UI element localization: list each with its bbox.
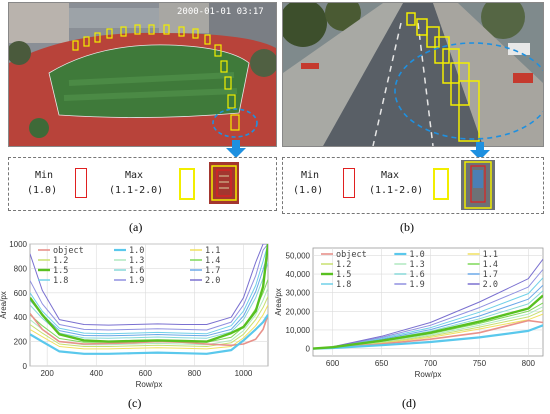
series-line-1.9	[30, 244, 268, 331]
series-line-1.8	[30, 244, 268, 335]
y-tick-label: 400	[14, 313, 28, 322]
arrow-down-icon-b	[470, 142, 490, 160]
y-tick-label: 0	[306, 345, 311, 354]
photo-a-stadium: 2000-01-01 03:17	[8, 2, 277, 147]
series-line-1.7	[30, 252, 268, 337]
y-tick-label: 10,000	[286, 326, 311, 335]
legend-label: 1.2	[336, 260, 351, 270]
max-label: Max	[381, 170, 400, 181]
x-tick-label: 800	[188, 369, 202, 378]
y-axis-label: Area/px	[0, 291, 8, 319]
x-tick-label: 200	[40, 369, 54, 378]
y-tick-label: 50,000	[286, 251, 311, 260]
legend-label: 1.9	[129, 276, 144, 286]
x-tick-label: 1000	[235, 369, 253, 378]
max-value: (1.1-2.0)	[109, 185, 164, 196]
legend-label: 1.8	[336, 280, 351, 290]
legend-label: 1.1	[205, 246, 220, 256]
legend-label: 1.0	[129, 246, 144, 256]
y-tick-label: 40,000	[286, 270, 311, 279]
y-tick-label: 0	[23, 362, 28, 371]
y-tick-label: 800	[14, 264, 28, 273]
legend-label: 1.3	[129, 256, 144, 266]
legend-label: 2.0	[483, 280, 498, 290]
caption-a: (a)	[129, 220, 143, 234]
legend-label: 2.0	[205, 276, 220, 286]
arrow-down-icon-a	[226, 140, 246, 158]
photo-b-street	[282, 2, 544, 147]
legend-label: object	[53, 246, 84, 256]
timestamp-overlay: 2000-01-01 03:17	[177, 7, 264, 17]
series-line-1.1	[30, 304, 268, 350]
legend-box-a: Min (1.0) Max (1.1-2.0)	[8, 157, 277, 211]
legend-label: 1.3	[409, 260, 424, 270]
legend-label: 1.4	[205, 256, 220, 266]
max-box-swatch	[433, 168, 449, 200]
series-line-1.5	[30, 244, 268, 343]
series-line-1.5	[313, 294, 543, 350]
min-value: (1.0)	[293, 185, 324, 196]
legend-label: 1.9	[409, 280, 424, 290]
x-tick-label: 700	[424, 359, 438, 368]
chart-d: 0 10,000 20,000 30,000 40,000 50,000 600 650 700…	[274, 236, 550, 386]
legend-box-b: Min (1.0) Max (1.1-2.0)	[282, 157, 544, 214]
min-box-swatch	[75, 168, 87, 198]
legend-label: 1.8	[53, 276, 68, 286]
legend-label: 1.5	[336, 270, 351, 280]
x-tick-label: 650	[375, 359, 389, 368]
legend-label: 1.1	[483, 250, 498, 260]
legend-label: 1.0	[409, 250, 424, 260]
y-tick-label: 200	[14, 338, 28, 347]
min-box-swatch	[343, 168, 355, 198]
y-tick-label: 20,000	[286, 307, 311, 316]
series-line-1.6	[30, 262, 268, 339]
legend-label: 1.7	[483, 270, 498, 280]
zoom-crop-a	[209, 162, 239, 204]
max-label: Max	[125, 170, 144, 181]
x-tick-label: 400	[90, 369, 104, 378]
legend-label: 1.7	[205, 266, 220, 276]
x-axis-label: Row/px	[136, 380, 163, 389]
min-label: Min	[35, 170, 54, 181]
legend-label: 1.4	[483, 260, 498, 270]
chart-c: 0 200 400 600 800 1000 200 400 600 800 1000 Row/px A…	[0, 236, 275, 389]
y-tick-label: 1000	[9, 240, 27, 249]
zoom-crop-b	[461, 160, 495, 210]
y-tick-label: 30,000	[286, 289, 311, 298]
series-line-1.0	[30, 314, 268, 355]
legend-label: object	[336, 250, 367, 260]
min-value: (1.0)	[27, 185, 58, 196]
x-tick-label: 600	[139, 369, 153, 378]
x-axis-label: Row/px	[415, 370, 442, 379]
y-tick-label: 600	[14, 289, 28, 298]
min-label: Min	[301, 170, 320, 181]
y-axis-label: Area/px	[274, 288, 283, 316]
x-tick-label: 750	[473, 359, 487, 368]
series-line-1.2	[30, 296, 268, 347]
series-line-2.0	[30, 244, 268, 326]
x-tick-label: 800	[522, 359, 536, 368]
caption-d: (d)	[402, 396, 416, 410]
max-box-swatch	[179, 168, 195, 200]
legend-label: 1.2	[53, 256, 68, 266]
legend-label: 1.6	[409, 270, 424, 280]
caption-c: (c)	[128, 396, 142, 410]
legend-label: 1.6	[129, 266, 144, 276]
x-tick-label: 600	[326, 359, 340, 368]
legend-label: 1.5	[53, 266, 68, 276]
caption-b: (b)	[400, 220, 414, 234]
max-value: (1.1-2.0)	[369, 185, 424, 196]
